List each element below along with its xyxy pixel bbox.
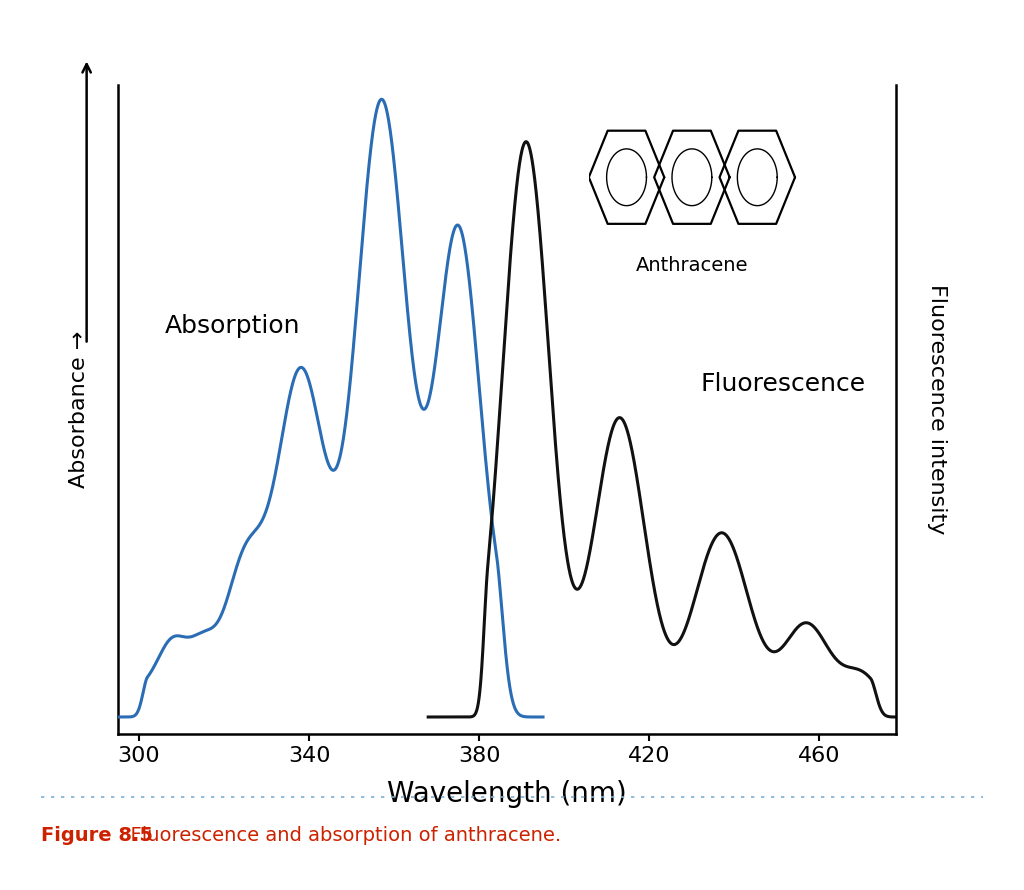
X-axis label: Wavelength (nm): Wavelength (nm) [387, 780, 627, 808]
Text: Fluorescence: Fluorescence [700, 371, 865, 395]
Text: Fluorescence and absorption of anthracene.: Fluorescence and absorption of anthracen… [118, 826, 561, 845]
Text: Figure 8.5: Figure 8.5 [41, 826, 153, 845]
Y-axis label: Fluorescence intensity: Fluorescence intensity [927, 284, 946, 535]
Y-axis label: Absorbance →: Absorbance → [69, 331, 89, 488]
Text: Anthracene: Anthracene [636, 256, 749, 275]
Text: Absorption: Absorption [165, 314, 300, 338]
